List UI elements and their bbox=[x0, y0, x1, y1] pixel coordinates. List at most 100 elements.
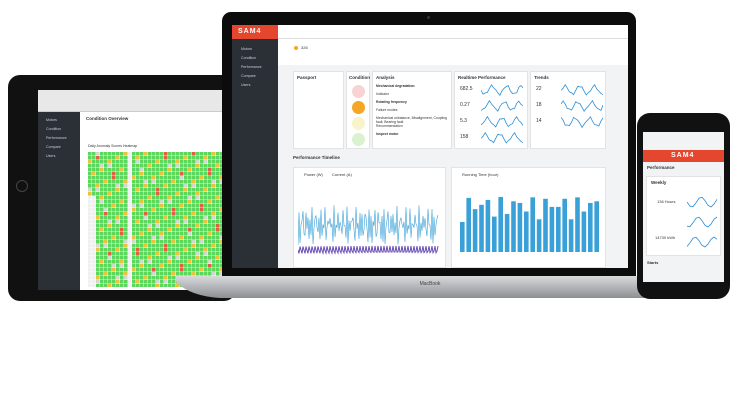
heat-cell bbox=[216, 152, 220, 156]
bar bbox=[588, 202, 593, 252]
heat-cell bbox=[164, 204, 168, 208]
heat-cell bbox=[140, 252, 144, 256]
heat-cell bbox=[124, 256, 128, 260]
heat-cell bbox=[132, 240, 136, 244]
heat-cell bbox=[100, 200, 104, 204]
heat-cell bbox=[164, 224, 168, 228]
heat-cell bbox=[132, 204, 136, 208]
heat-cell bbox=[148, 212, 152, 216]
heat-cell bbox=[92, 204, 96, 208]
heat-cell bbox=[164, 152, 168, 156]
heat-cell bbox=[136, 172, 140, 176]
heat-cell bbox=[136, 220, 140, 224]
heat-cell bbox=[216, 240, 220, 244]
heat-cell bbox=[96, 196, 100, 200]
heat-cell bbox=[204, 244, 208, 248]
heat-cell bbox=[92, 280, 96, 284]
heat-cell bbox=[160, 232, 164, 236]
heat-cell bbox=[136, 284, 140, 287]
heat-cell bbox=[88, 172, 92, 176]
trend-spark bbox=[561, 100, 603, 112]
heat-cell bbox=[196, 252, 200, 256]
heat-cell bbox=[96, 172, 100, 176]
bar bbox=[504, 214, 510, 252]
heat-cell bbox=[140, 176, 144, 180]
heat-cell bbox=[180, 216, 184, 220]
heat-cell bbox=[216, 188, 220, 192]
heat-cell bbox=[112, 268, 116, 272]
menu-item: Users bbox=[241, 83, 251, 87]
heat-cell bbox=[120, 268, 124, 272]
heat-cell bbox=[156, 176, 160, 180]
heat-cell bbox=[120, 196, 124, 200]
heat-cell bbox=[156, 272, 160, 276]
heat-cell bbox=[152, 188, 156, 192]
heat-cell bbox=[132, 212, 136, 216]
heat-cell bbox=[192, 272, 196, 276]
heat-cell bbox=[184, 232, 188, 236]
bar bbox=[562, 198, 567, 252]
heat-cell bbox=[100, 184, 104, 188]
heat-cell bbox=[100, 220, 104, 224]
heat-cell bbox=[172, 284, 176, 287]
heat-cell bbox=[200, 200, 204, 204]
heat-cell bbox=[140, 224, 144, 228]
heat-cell bbox=[144, 188, 148, 192]
heat-cell bbox=[104, 216, 108, 220]
heat-cell bbox=[172, 160, 176, 164]
heat-cell bbox=[132, 216, 136, 220]
heat-cell bbox=[132, 236, 136, 240]
heat-cell bbox=[140, 208, 144, 212]
heat-cell bbox=[156, 260, 160, 264]
passport-panel: Passport bbox=[293, 71, 344, 149]
heat-cell bbox=[192, 160, 196, 164]
heat-cell bbox=[220, 156, 224, 160]
heat-cell bbox=[200, 248, 204, 252]
heat-cell bbox=[128, 164, 132, 168]
heat-cell bbox=[104, 228, 108, 232]
heat-cell bbox=[112, 280, 116, 284]
heat-cell bbox=[176, 284, 180, 287]
heat-cell bbox=[140, 204, 144, 208]
heat-cell bbox=[96, 284, 100, 287]
bar bbox=[568, 219, 574, 252]
heat-cell bbox=[184, 268, 188, 272]
heat-cell bbox=[196, 212, 200, 216]
heat-cell bbox=[100, 228, 104, 232]
menu-item: Performance bbox=[241, 65, 262, 69]
heat-cell bbox=[128, 180, 132, 184]
heat-cell bbox=[160, 212, 164, 216]
analysis-item: Rotating frequency bbox=[376, 100, 407, 104]
bar bbox=[581, 211, 587, 252]
heat-cell bbox=[164, 156, 168, 160]
heat-cell bbox=[172, 256, 176, 260]
heat-cell bbox=[200, 180, 204, 184]
heat-cell bbox=[204, 212, 208, 216]
heat-cell bbox=[132, 164, 136, 168]
heat-cell bbox=[124, 268, 128, 272]
menu-item: Compare bbox=[46, 145, 61, 149]
heat-cell bbox=[144, 268, 148, 272]
heat-cell bbox=[156, 252, 160, 256]
heat-cell bbox=[196, 260, 200, 264]
heat-cell bbox=[92, 228, 96, 232]
heat-cell bbox=[192, 268, 196, 272]
heat-cell bbox=[144, 156, 148, 160]
heat-cell bbox=[168, 180, 172, 184]
heat-cell bbox=[120, 260, 124, 264]
heat-cell bbox=[220, 248, 224, 252]
realtime-panel: Realtime Performance 682.5 0.27 5.3 158 bbox=[454, 71, 528, 149]
heat-cell bbox=[180, 256, 184, 260]
heat-cell bbox=[152, 200, 156, 204]
heat-cell bbox=[100, 252, 104, 256]
heat-cell bbox=[176, 240, 180, 244]
heat-cell bbox=[124, 152, 128, 156]
heat-cell bbox=[140, 220, 144, 224]
sparkline bbox=[561, 84, 603, 96]
heat-cell bbox=[108, 168, 112, 172]
heat-cell bbox=[116, 224, 120, 228]
heat-cell bbox=[148, 152, 152, 156]
heat-cell bbox=[108, 248, 112, 252]
heat-cell bbox=[172, 192, 176, 196]
heat-cell bbox=[164, 164, 168, 168]
